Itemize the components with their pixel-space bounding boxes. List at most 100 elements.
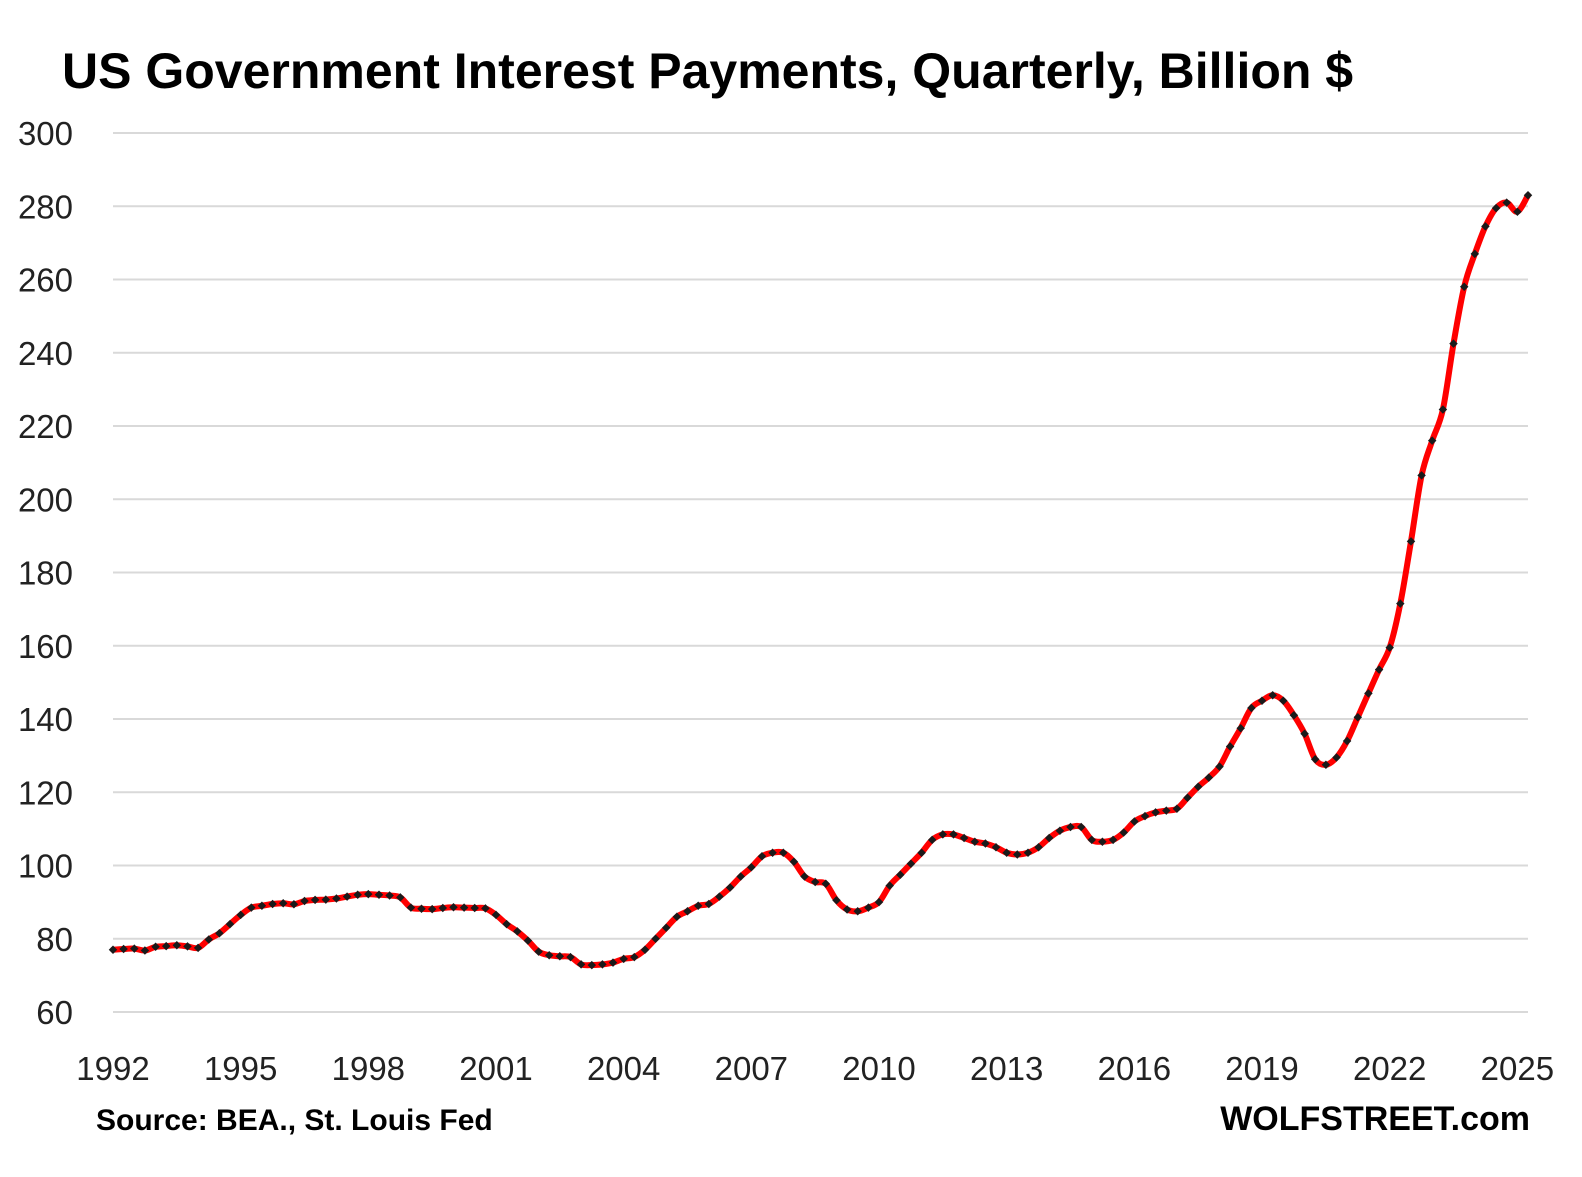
data-point	[917, 848, 926, 857]
x-tick-label: 2022	[1353, 1050, 1426, 1087]
y-tick-label: 260	[18, 262, 73, 299]
data-point	[1140, 811, 1150, 821]
data-point	[906, 859, 916, 868]
data-point	[353, 890, 362, 900]
data-point	[1364, 689, 1373, 698]
data-point	[864, 903, 873, 912]
data-point	[1353, 712, 1363, 722]
data-point	[491, 910, 501, 920]
x-tick-label: 2013	[970, 1050, 1043, 1087]
data-point	[417, 904, 426, 913]
data-point	[396, 893, 405, 902]
gridlines	[113, 132, 1528, 1013]
data-point	[300, 896, 309, 906]
data-point	[853, 907, 862, 916]
data-point	[693, 901, 703, 911]
data-point	[1332, 753, 1341, 762]
data-point	[459, 903, 469, 912]
data-point	[1225, 742, 1235, 751]
y-tick-label: 60	[36, 994, 73, 1031]
data-point	[1130, 817, 1139, 826]
y-tick-label: 240	[18, 335, 73, 372]
data-point	[1427, 436, 1437, 445]
data-point	[1257, 696, 1267, 705]
data-point	[949, 830, 958, 839]
x-tick-label: 1998	[332, 1050, 405, 1087]
data-point	[1300, 729, 1309, 738]
data-point	[640, 945, 650, 954]
data-point	[523, 936, 533, 945]
data-point	[959, 833, 969, 843]
data-point	[268, 899, 277, 909]
data-point	[1459, 282, 1469, 292]
x-axis-tick-labels: 1992 1995 1998 2001 2004 2007 2010 2013 2016 2019…	[76, 1050, 1554, 1087]
data-point	[672, 912, 682, 922]
x-tick-label: 2007	[715, 1050, 788, 1087]
data-point	[364, 889, 373, 899]
data-point	[544, 950, 554, 960]
data-point	[555, 952, 565, 961]
x-tick-label: 1995	[204, 1050, 277, 1087]
data-point	[991, 842, 1001, 852]
data-point	[310, 895, 320, 905]
data-point	[1055, 826, 1065, 835]
data-point	[1289, 711, 1299, 720]
data-point	[1438, 405, 1448, 414]
data-point	[481, 904, 490, 913]
data-point	[566, 952, 575, 962]
data-point	[1204, 773, 1214, 782]
data-point	[747, 863, 756, 872]
data-point	[832, 896, 841, 905]
data-point	[438, 903, 448, 913]
data-point	[1236, 723, 1245, 733]
data-point	[1066, 822, 1075, 832]
data-point	[842, 905, 852, 914]
y-tick-label: 180	[18, 555, 73, 592]
data-point	[1044, 833, 1054, 843]
data-point	[1449, 339, 1458, 348]
data-point	[810, 877, 820, 887]
data-point	[1279, 696, 1288, 705]
data-point	[1385, 643, 1394, 652]
data-point	[757, 852, 767, 861]
data-point	[1108, 835, 1118, 845]
data-point	[661, 923, 671, 933]
data-point	[406, 903, 416, 912]
y-tick-label: 100	[18, 848, 73, 885]
data-point	[1193, 782, 1203, 792]
data-point	[1013, 850, 1022, 859]
data-point	[789, 857, 799, 867]
data-point	[321, 895, 331, 904]
data-point	[651, 934, 660, 944]
series-interest-payments	[108, 191, 1533, 970]
data-point	[1247, 703, 1256, 713]
data-point	[470, 903, 479, 913]
data-point	[576, 960, 586, 969]
data-point	[1396, 599, 1405, 608]
data-point	[1321, 760, 1331, 770]
data-point	[1172, 804, 1182, 813]
data-point	[779, 848, 788, 857]
data-point	[1034, 842, 1043, 852]
data-point	[1087, 835, 1097, 845]
data-point	[608, 958, 618, 967]
data-point	[1183, 793, 1192, 802]
data-point	[1406, 537, 1416, 546]
data-point	[278, 898, 288, 908]
y-tick-label: 280	[18, 188, 73, 225]
data-point	[970, 837, 980, 846]
data-point	[874, 897, 884, 907]
brand-label: WOLFSTREET.com	[1220, 1100, 1530, 1138]
data-point	[927, 835, 937, 845]
series-line	[110, 192, 1531, 969]
x-tick-label: 1992	[76, 1050, 149, 1087]
data-point	[1002, 848, 1011, 857]
data-point	[725, 883, 735, 892]
data-point	[449, 903, 458, 912]
data-point	[534, 947, 543, 956]
y-tick-label: 300	[18, 115, 73, 152]
data-point	[768, 848, 777, 857]
y-tick-label: 220	[18, 408, 73, 445]
data-point	[1098, 837, 1107, 846]
x-tick-label: 2025	[1481, 1050, 1554, 1087]
